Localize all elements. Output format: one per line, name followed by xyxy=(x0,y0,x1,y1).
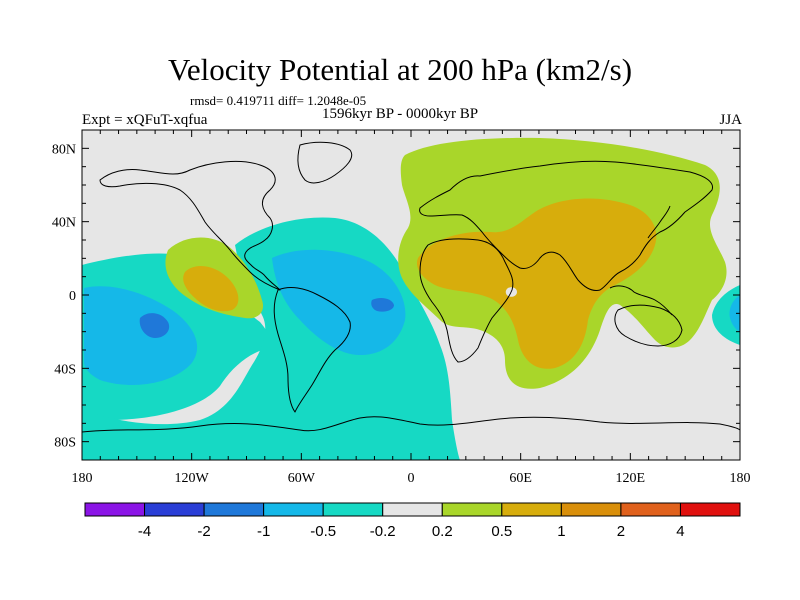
x-tick-label: 60W xyxy=(288,471,316,486)
colorbar-swatch xyxy=(322,502,384,517)
x-tick-label: 120E xyxy=(616,471,646,486)
colorbar-swatch xyxy=(203,502,265,517)
colorbar-swatch xyxy=(620,502,681,517)
coastline-indonesia xyxy=(609,285,673,316)
colorbar-label: 1 xyxy=(557,523,565,540)
contour-pos-0.5-pacific xyxy=(183,266,239,312)
contour-neg-0.5-east xyxy=(729,295,740,332)
colorbar-swatch xyxy=(382,502,443,517)
colorbar-label: -0.2 xyxy=(370,523,396,540)
season-label: JJA xyxy=(719,112,742,128)
x-tick-label: 120W xyxy=(175,471,210,486)
colorbar-swatch xyxy=(441,502,503,517)
axis-tick-labels: 180 120W 60W 0 60E 120E 180 80N 40N 0 40S 80S xyxy=(52,142,751,486)
contour-neg-0.2-east xyxy=(712,285,740,345)
colorbar-label: 0.5 xyxy=(491,523,512,540)
coastlines xyxy=(82,141,740,433)
y-tick-label: 40S xyxy=(54,362,76,377)
colorbar-label: -2 xyxy=(197,523,210,540)
coastline-north-america xyxy=(99,160,281,291)
stats-text: rmsd= 0.419711 diff= 1.2048e-05 xyxy=(190,93,367,108)
y-tick-label: 80S xyxy=(54,436,76,451)
coastline-greenland xyxy=(297,141,353,184)
coastline-australia xyxy=(614,304,683,347)
contour-pos-0.5-east xyxy=(416,198,657,369)
y-tick-label: 0 xyxy=(69,289,76,304)
experiment-label: Expt = xQFuT-xqfua xyxy=(82,112,208,128)
colorbar-swatch xyxy=(501,502,562,517)
coastline-africa xyxy=(419,238,514,363)
coastline-europe-asia xyxy=(419,160,714,291)
coastline-south-america xyxy=(273,287,351,413)
contour-neg-1-pacific xyxy=(139,313,170,338)
contour-neg-0.5-pacific xyxy=(84,286,198,385)
coastline-antarctica xyxy=(82,416,740,433)
y-tick-label: 80N xyxy=(52,142,76,157)
x-tick-label: 180 xyxy=(730,471,751,486)
period-label: 1596kyr BP - 0000kyr BP xyxy=(322,106,479,122)
colorbar-labels: -4 -2 -1 -0.5 -0.2 0.2 0.5 1 2 4 xyxy=(138,523,685,540)
colorbar-label: 0.2 xyxy=(432,523,453,540)
colorbar-swatch xyxy=(263,502,324,517)
contour-neg-0.5-atlantic xyxy=(272,249,406,355)
colorbar-swatch xyxy=(144,502,205,517)
x-tick-label: 0 xyxy=(408,471,415,486)
map-title: Velocity Potential at 200 hPa (km2/s) xyxy=(167,52,633,87)
colorbar-swatch xyxy=(84,502,146,517)
colorbar-label: -0.5 xyxy=(310,523,336,540)
colorbar xyxy=(84,502,741,517)
colorbar-label: -1 xyxy=(257,523,270,540)
colorbar-label: -4 xyxy=(138,523,151,540)
colorbar-swatch xyxy=(560,502,622,517)
y-tick-label: 40N xyxy=(52,216,76,231)
x-tick-label: 60E xyxy=(509,471,532,486)
contour-neg-1-atlantic xyxy=(371,297,394,312)
x-tick-label: 180 xyxy=(72,471,93,486)
colorbar-swatch xyxy=(679,502,741,517)
colorbar-label: 4 xyxy=(676,523,684,540)
map-plot-area xyxy=(82,130,740,460)
colorbar-label: 2 xyxy=(617,523,625,540)
axis-ticks xyxy=(81,129,741,461)
coastline-japan xyxy=(647,205,671,239)
